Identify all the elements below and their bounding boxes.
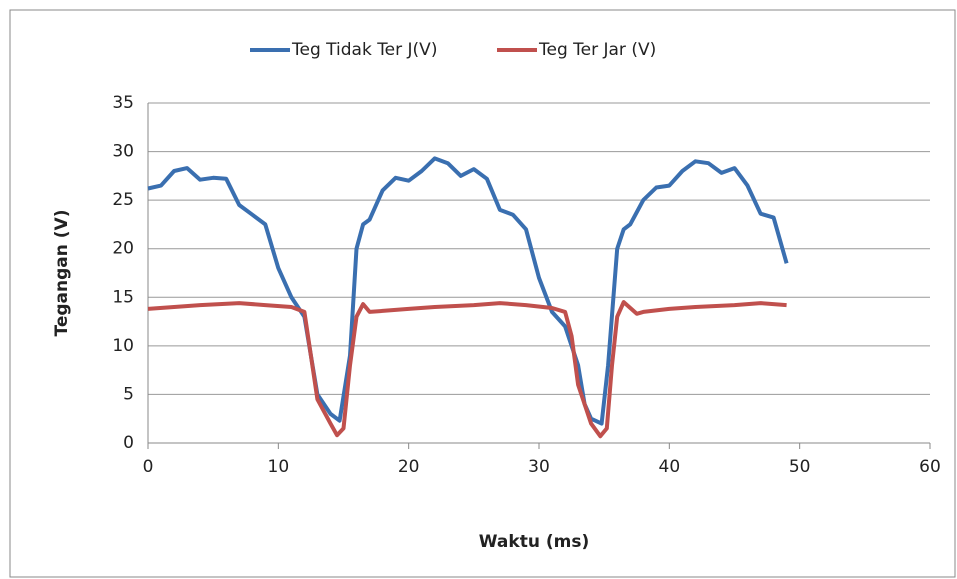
x-tick-label: 0 <box>143 457 154 477</box>
y-tick-label: 5 <box>123 384 134 404</box>
legend-label: Teg Tidak Ter J(V) <box>291 40 437 60</box>
series-line <box>147 156 789 426</box>
y-tick-label: 35 <box>112 93 134 113</box>
y-tick-label: 10 <box>112 336 134 356</box>
x-axis-title: Waktu (ms) <box>479 532 589 552</box>
y-tick-label: 0 <box>123 433 134 453</box>
y-tick-label: 20 <box>112 239 134 259</box>
legend-label: Teg Ter Jar (V) <box>538 40 656 60</box>
y-tick-label: 15 <box>112 287 134 307</box>
x-tick-label: 30 <box>528 457 550 477</box>
y-axis-title: Tegangan (V) <box>52 210 72 337</box>
y-tick-label: 25 <box>112 190 134 210</box>
series-line <box>147 300 787 439</box>
y-tick-label: 30 <box>112 142 134 162</box>
x-tick-label: 60 <box>919 457 941 477</box>
x-tick-label: 50 <box>789 457 811 477</box>
x-tick-label: 40 <box>659 457 681 477</box>
chart-frame <box>9 9 956 578</box>
x-tick-label: 10 <box>268 457 290 477</box>
x-tick-label: 20 <box>398 457 420 477</box>
